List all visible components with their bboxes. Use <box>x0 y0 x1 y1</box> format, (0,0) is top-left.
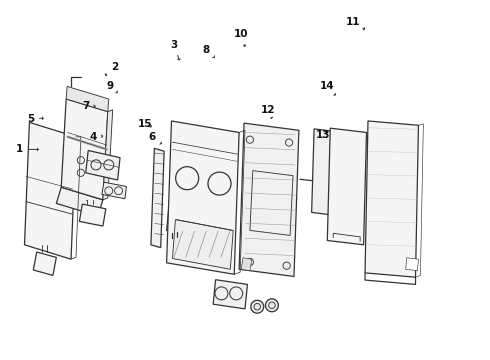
Polygon shape <box>56 187 103 216</box>
Text: 10: 10 <box>234 29 248 46</box>
Text: 6: 6 <box>148 132 161 144</box>
Text: 13: 13 <box>316 130 331 140</box>
Polygon shape <box>365 121 418 277</box>
Polygon shape <box>241 258 252 271</box>
Text: 7: 7 <box>82 101 95 111</box>
Polygon shape <box>406 258 418 271</box>
Text: 2: 2 <box>105 62 119 76</box>
Polygon shape <box>102 182 126 199</box>
Text: 8: 8 <box>202 45 215 58</box>
Polygon shape <box>151 148 164 248</box>
Text: 9: 9 <box>107 81 118 93</box>
Polygon shape <box>239 123 299 276</box>
Text: 15: 15 <box>138 119 153 129</box>
Text: 4: 4 <box>89 132 102 142</box>
Polygon shape <box>312 129 343 216</box>
Polygon shape <box>172 220 233 269</box>
Text: 3: 3 <box>171 40 180 60</box>
Polygon shape <box>61 99 108 200</box>
Circle shape <box>266 299 278 312</box>
Circle shape <box>251 300 264 313</box>
Text: 1: 1 <box>16 144 38 154</box>
Polygon shape <box>213 280 247 309</box>
Text: 12: 12 <box>261 105 276 118</box>
Polygon shape <box>33 252 56 275</box>
Polygon shape <box>86 150 120 180</box>
Text: 14: 14 <box>320 81 336 95</box>
Circle shape <box>175 236 180 241</box>
Polygon shape <box>79 204 106 226</box>
Polygon shape <box>167 121 239 274</box>
Text: 5: 5 <box>27 114 43 124</box>
Polygon shape <box>103 110 113 200</box>
Circle shape <box>170 237 175 242</box>
Polygon shape <box>327 128 367 245</box>
Text: 11: 11 <box>345 17 365 30</box>
Polygon shape <box>66 86 109 112</box>
Polygon shape <box>167 211 177 232</box>
Polygon shape <box>24 122 76 259</box>
